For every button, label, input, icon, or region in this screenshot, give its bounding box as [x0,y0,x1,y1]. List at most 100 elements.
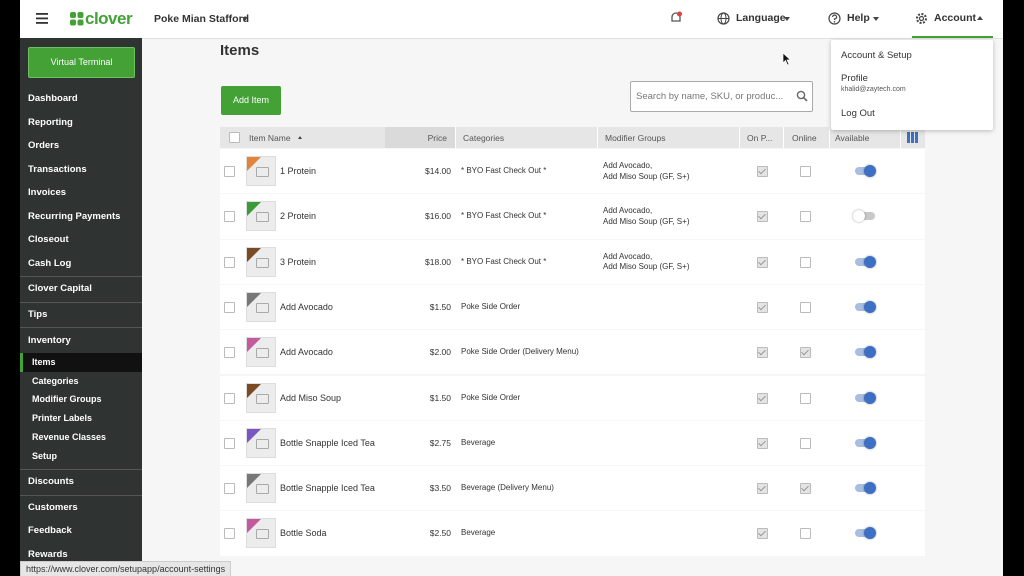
availability-toggle[interactable] [855,482,876,495]
row-checkbox[interactable] [224,347,235,359]
on-pos-checkbox[interactable] [757,347,768,359]
item-price: $2.50 [429,528,451,539]
caret [873,17,879,21]
table-row[interactable]: Add Avocado $2.00 Poke Side Order (Deliver… [220,330,925,375]
help-menu[interactable]: Help [847,12,870,24]
online-checkbox[interactable] [800,483,811,495]
table-row[interactable]: Bottle Soda $2.50 Beverage [220,511,925,556]
notification-bell[interactable] [669,11,683,25]
column-header[interactable]: Online [792,133,817,143]
nav-item[interactable]: Closeout [28,234,69,245]
online-checkbox[interactable] [800,347,811,359]
online-checkbox[interactable] [800,301,811,313]
availability-toggle[interactable] [855,346,876,359]
nav-item[interactable]: Cash Log [28,257,72,269]
item-modifier: Add Avocado, [603,161,653,170]
item-name: 3 Protein [280,256,317,267]
nav-item[interactable]: Tips [28,308,48,320]
on-pos-checkbox[interactable] [757,256,768,268]
availability-toggle[interactable] [855,300,876,313]
nav-subitem[interactable]: Revenue Classes [32,431,107,442]
nav-item[interactable]: Orders [28,140,60,151]
online-checkbox[interactable] [800,211,811,223]
online-checkbox[interactable] [800,437,811,449]
on-pos-checkbox[interactable] [757,392,768,404]
table-row[interactable]: Add Miso Soup $1.50 Poke Side Order [220,375,925,420]
column-header[interactable]: On P... [747,133,773,143]
row-checkbox[interactable] [224,437,235,449]
menu-item[interactable]: Profile [841,73,868,84]
virtual-terminal-button[interactable]: Virtual Terminal [28,47,135,78]
row-checkbox[interactable] [224,166,235,177]
on-pos-checkbox[interactable] [757,166,768,177]
nav-item[interactable]: Reporting [28,116,73,128]
on-pos-checkbox[interactable] [757,437,768,449]
search-placeholder: Search by name, SKU, or produc... [636,91,784,102]
table-row[interactable]: Add Avocado $1.50 Poke Side Order [220,284,925,330]
column-header[interactable]: Categories [463,133,505,143]
menu-icon[interactable] [36,13,49,24]
column-header[interactable]: Available [835,133,870,143]
nav-item[interactable]: Invoices [28,187,67,198]
search-box[interactable]: Search by name, SKU, or produc... [630,81,813,112]
row-checkbox[interactable] [224,211,235,223]
nav-item[interactable]: Feedback [28,525,72,537]
add-item-button[interactable]: Add Item [221,86,281,115]
nav-item[interactable]: Recurring Payments [28,210,121,222]
table-row[interactable]: Bottle Snapple Iced Tea $3.50 Beverage (De… [220,466,925,511]
nav-subitem[interactable]: Modifier Groups [32,394,102,405]
column-header[interactable]: Price [427,133,447,143]
nav-item[interactable]: Customers [28,501,78,513]
online-checkbox[interactable] [800,256,811,268]
table-row[interactable]: Bottle Snapple Iced Tea $2.75 Beverage [220,420,925,466]
image-placeholder-icon [256,212,269,223]
nav-item[interactable]: Discounts [28,476,74,488]
on-pos-checkbox[interactable] [757,211,768,223]
menu-item[interactable]: Account & Setup [841,50,912,61]
image-placeholder-icon [256,167,269,177]
row-checkbox[interactable] [224,256,235,268]
nav-section[interactable]: Inventory [28,335,71,346]
table-row[interactable]: 3 Protein $18.00 * BYO Fast Check Out * Add… [220,239,925,284]
toggle-knob [864,527,876,540]
availability-toggle[interactable] [855,391,876,404]
merchant-name[interactable]: Poke Mian Stafford [154,13,250,25]
column-header[interactable]: Item Name [249,133,291,143]
column-header[interactable]: Modifier Groups [605,133,666,143]
nav-item[interactable]: Transactions [28,163,87,175]
account-dropdown: Account & Setup Profile khalid@zaytech.c… [831,40,993,130]
row-checkbox[interactable] [224,392,235,404]
nav-item[interactable]: Dashboard [28,93,78,104]
online-checkbox[interactable] [800,166,811,177]
select-all-checkbox[interactable] [229,132,240,143]
availability-toggle[interactable] [855,255,876,268]
availability-toggle[interactable] [853,210,875,223]
availability-toggle[interactable] [855,527,876,540]
on-pos-checkbox[interactable] [757,483,768,495]
nav-subitem[interactable]: Categories [32,375,79,386]
nav-item[interactable]: Clover Capital [28,283,92,294]
account-menu[interactable]: Account [934,12,976,24]
table-row[interactable]: 2 Protein $16.00 * BYO Fast Check Out * Add… [220,194,925,239]
online-checkbox[interactable] [800,528,811,540]
nav-subitem-active[interactable]: Items [20,353,142,372]
nav-subitem[interactable]: Printer Labels [32,413,93,424]
row-checkbox[interactable] [224,528,235,540]
item-category: Poke Side Order [461,301,521,311]
on-pos-checkbox[interactable] [757,301,768,313]
menu-item[interactable]: Log Out [841,108,875,119]
item-category: Poke Side Order [461,392,521,402]
column-settings-icon[interactable] [907,132,919,143]
availability-toggle[interactable] [855,436,876,449]
item-price: $2.00 [429,347,451,358]
nav-item[interactable]: Rewards [28,548,68,560]
on-pos-checkbox[interactable] [757,528,768,540]
table-row[interactable]: 1 Protein $14.00 * BYO Fast Check Out * Add… [220,149,925,194]
item-thumbnail [246,518,276,549]
online-checkbox[interactable] [800,392,811,404]
nav-subitem[interactable]: Setup [32,450,58,461]
language-menu[interactable]: Language [736,12,786,24]
row-checkbox[interactable] [224,483,235,495]
row-checkbox[interactable] [224,301,235,313]
availability-toggle[interactable] [855,165,876,177]
